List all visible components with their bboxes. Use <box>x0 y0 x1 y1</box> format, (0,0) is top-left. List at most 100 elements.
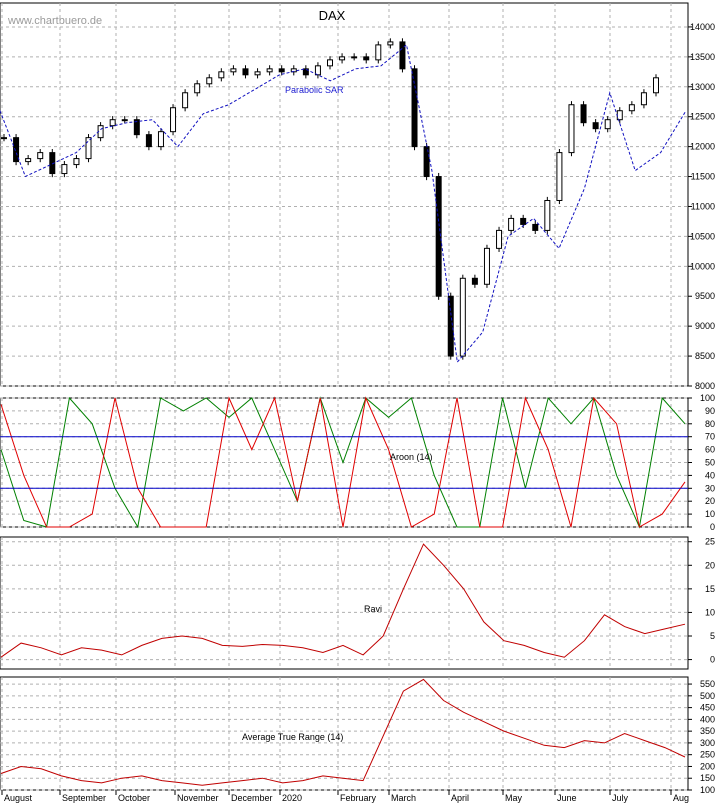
y-tick-label: 12500 <box>690 112 715 122</box>
x-tick-label: April <box>451 793 469 803</box>
candle-body <box>61 164 68 175</box>
y-tick-label: 13500 <box>690 52 715 62</box>
y-tick-label: 150 <box>700 773 715 783</box>
candle-body <box>145 134 152 148</box>
candle-body <box>375 44 382 61</box>
x-tick-label: September <box>62 793 106 803</box>
candle-body <box>628 104 635 112</box>
y-tick-label: 25 <box>705 537 715 547</box>
y-tick-label: 9000 <box>695 321 715 331</box>
candle-body <box>592 122 599 130</box>
candle-body <box>520 217 527 225</box>
y-tick-label: 200 <box>700 761 715 771</box>
y-tick-label: 10 <box>705 607 715 617</box>
candle-body <box>653 77 659 94</box>
average-true-range-14--line <box>0 678 686 786</box>
panel-frame <box>0 2 689 387</box>
y-tick-label: 550 <box>700 679 715 689</box>
candle-body <box>399 41 406 70</box>
x-tick-label: December <box>231 793 273 803</box>
y-tick-label: 8000 <box>695 381 715 391</box>
watermark-text: www.chartbuero.de <box>7 15 102 27</box>
candle-body <box>13 137 20 163</box>
candle-body <box>508 217 515 231</box>
candle-body <box>496 229 503 249</box>
candle-body <box>363 56 370 61</box>
y-tick-label: 11000 <box>691 201 715 211</box>
y-tick-label: 5 <box>710 631 715 641</box>
candle-body <box>73 158 80 166</box>
candle-body <box>1 137 7 140</box>
y-tick-label: 80 <box>705 419 715 429</box>
candle-body <box>278 68 285 73</box>
y-tick-label: 500 <box>700 691 715 701</box>
y-tick-label: 100 <box>700 393 715 403</box>
candle-body <box>121 119 128 122</box>
y-tick-label: 13000 <box>690 82 715 92</box>
candle-body <box>182 92 189 109</box>
candle-body <box>616 110 623 121</box>
aroon-down-line <box>0 396 686 528</box>
candle-body <box>170 107 177 133</box>
y-tick-label: 250 <box>700 750 715 760</box>
candle-body <box>351 56 358 59</box>
candle-body <box>25 158 32 163</box>
panel-2: 0 10 20 30 40 50 60 70 80 90 100 Aroon (14) <box>0 393 715 532</box>
x-tick-label: February <box>340 793 377 803</box>
candle-body <box>254 71 261 76</box>
x-axis: August September October November December 20… <box>1 790 689 803</box>
panel-frame <box>0 536 689 670</box>
candle-body <box>640 92 647 106</box>
x-tick-label: May <box>505 793 523 803</box>
candle-body <box>314 65 321 76</box>
y-tick-label: 8500 <box>695 351 715 361</box>
candle-body <box>157 131 164 148</box>
x-tick-label: August <box>4 793 33 803</box>
y-tick-label: 400 <box>700 714 715 724</box>
candle-body <box>339 56 346 61</box>
candle-body <box>194 83 201 94</box>
y-tick-label: 90 <box>705 406 715 416</box>
indicator-label: Ravi <box>364 604 382 614</box>
x-tick-label: March <box>391 793 416 803</box>
y-tick-label: 0 <box>710 522 715 532</box>
candle-body <box>483 247 490 285</box>
y-tick-label: 20 <box>705 560 715 570</box>
candle-body <box>327 59 333 67</box>
candle-body <box>206 77 213 85</box>
candle-body <box>411 68 418 148</box>
x-tick-label: October <box>118 793 150 803</box>
candle-body <box>604 119 611 130</box>
candle-body <box>580 104 587 124</box>
indicator-label: Aroon (14) <box>390 452 433 462</box>
indicator-label: Average True Range (14) <box>242 732 343 742</box>
y-tick-label: 10500 <box>690 231 715 241</box>
candle-body <box>544 199 551 231</box>
x-tick-label: June <box>557 793 577 803</box>
y-tick-label: 350 <box>700 726 715 736</box>
x-tick-label: Aug <box>673 793 689 803</box>
y-tick-label: 12000 <box>690 142 715 152</box>
candle-body <box>435 176 442 297</box>
y-tick-label: 300 <box>700 738 715 748</box>
x-tick-label: 2020 <box>282 793 302 803</box>
ravi-line <box>0 543 686 658</box>
y-tick-label: 50 <box>705 458 715 468</box>
candle-body <box>532 223 539 231</box>
candle-body <box>459 277 466 357</box>
candle-body <box>266 68 273 73</box>
x-tick-label: November <box>177 793 219 803</box>
candle-body <box>387 41 394 46</box>
y-tick-label: 60 <box>705 445 715 455</box>
candle-body <box>447 295 454 357</box>
y-tick-label: 70 <box>705 432 715 442</box>
candle-body <box>302 68 309 76</box>
y-tick-label: 0 <box>710 655 715 665</box>
y-tick-label: 40 <box>705 470 715 480</box>
y-tick-label: 11500 <box>691 172 715 182</box>
y-tick-label: 30 <box>705 483 715 493</box>
x-tick-label: July <box>612 793 629 803</box>
